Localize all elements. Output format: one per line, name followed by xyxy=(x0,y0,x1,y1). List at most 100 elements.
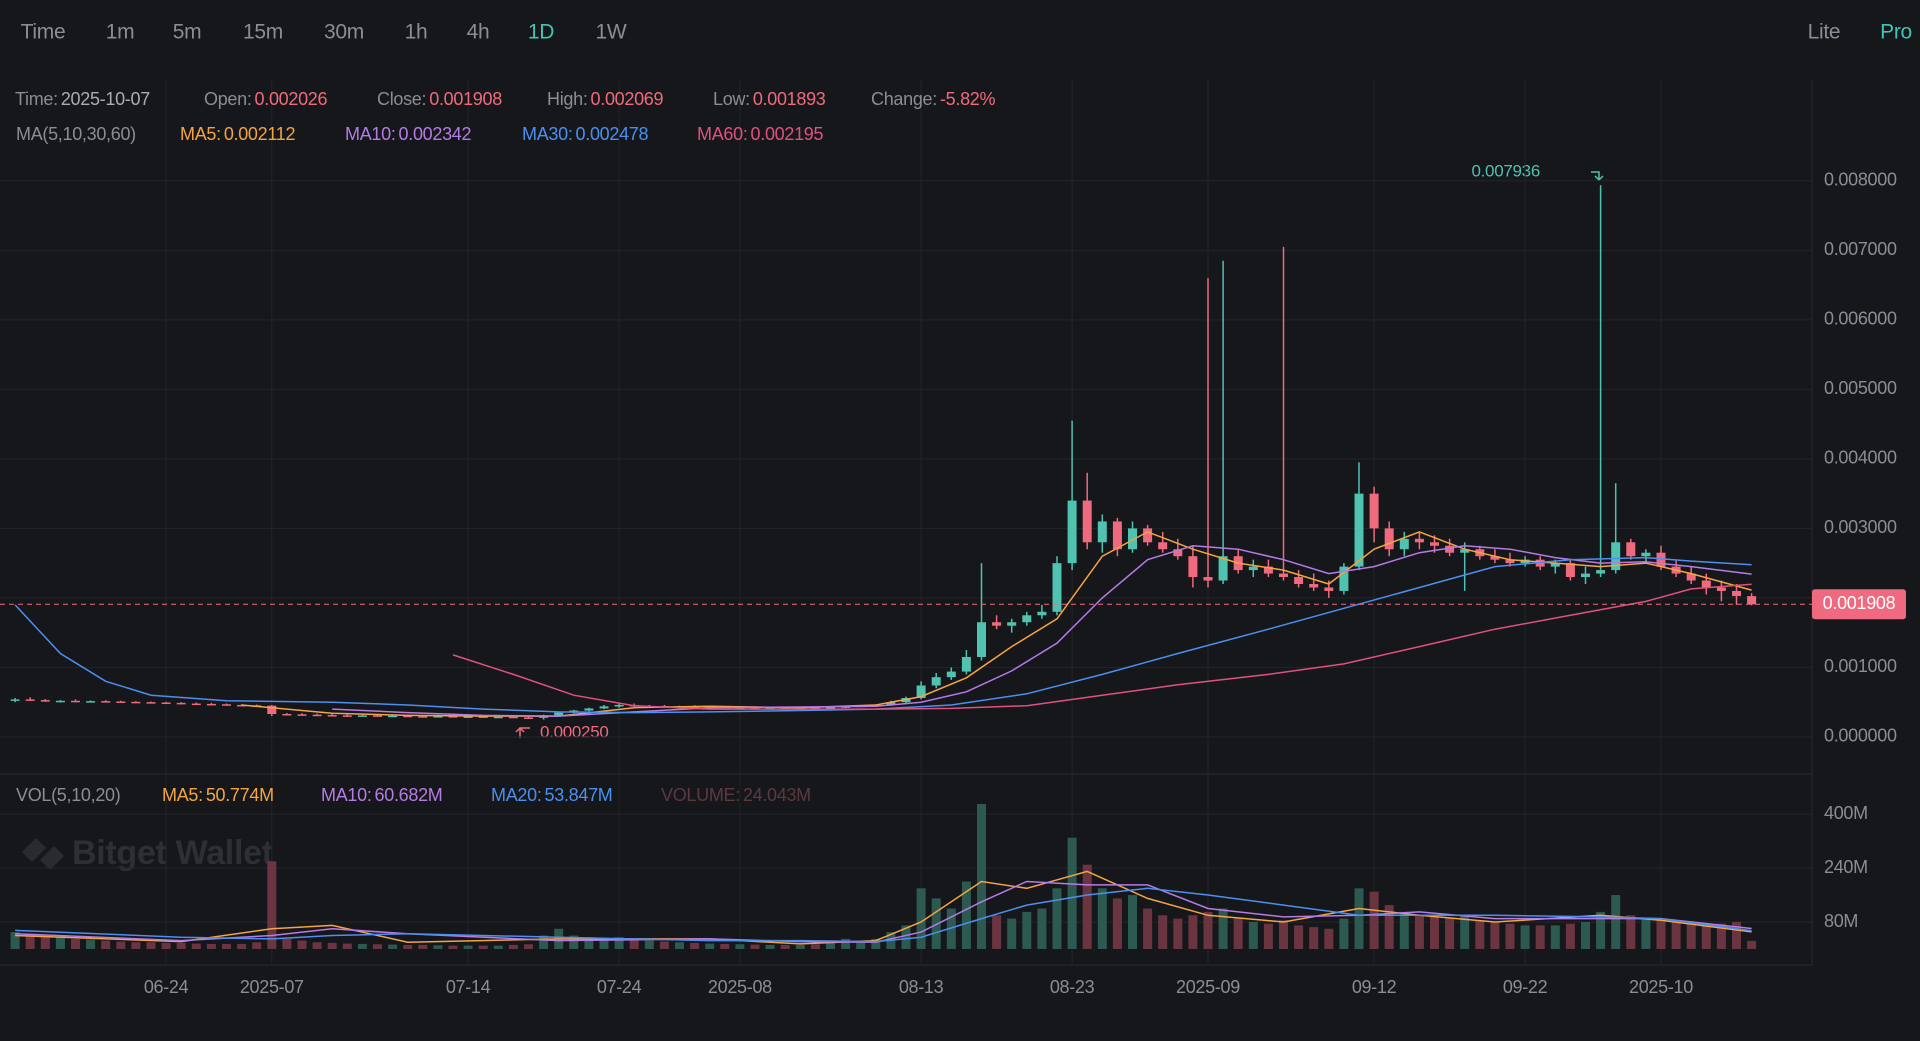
candle-body xyxy=(886,702,896,705)
info-low: Low: 0.001893 xyxy=(713,89,826,109)
candle-body xyxy=(146,702,156,704)
volume-bar xyxy=(1158,915,1168,949)
volume-bar xyxy=(1414,915,1424,949)
volume-bar xyxy=(1475,920,1485,949)
candle-body xyxy=(101,701,111,703)
info-low-label: Low: xyxy=(713,89,750,109)
candle-body xyxy=(1037,611,1047,616)
volume-bar xyxy=(1686,923,1696,949)
ma-legend: MA10: 0.002342 xyxy=(345,124,471,144)
volume-bar xyxy=(1007,918,1017,949)
volume-bar xyxy=(1188,915,1198,949)
x-tick-label: 2025-10 xyxy=(1629,977,1693,997)
candle-body xyxy=(1097,521,1107,543)
vol-info-label: VOLUME: xyxy=(661,785,740,805)
y-tick-label: 0.000000 xyxy=(1824,726,1897,746)
candle-body xyxy=(131,701,141,704)
volume-bar xyxy=(735,944,745,949)
interval-tab[interactable]: 15m xyxy=(243,21,283,44)
annotation: 0.007936 xyxy=(1471,161,1540,180)
candle-body xyxy=(1701,580,1711,588)
y-tick-label: 0.003000 xyxy=(1824,517,1897,537)
candle-body xyxy=(1430,542,1439,546)
volume-bar xyxy=(1641,918,1651,949)
volume-bar xyxy=(146,942,156,949)
volume-bar xyxy=(463,945,473,949)
volume-bar xyxy=(1067,837,1077,949)
volume-bar xyxy=(690,942,700,949)
x-tick-label: 08-13 xyxy=(899,977,944,997)
candle-body xyxy=(1022,615,1032,623)
candle-body xyxy=(1082,500,1092,543)
volume-bar xyxy=(856,942,866,949)
volume-bar xyxy=(1233,918,1243,949)
interval-tab[interactable]: 5m xyxy=(173,21,202,44)
interval-tab[interactable]: 1W xyxy=(596,21,628,44)
candle-body xyxy=(1686,573,1696,581)
candle-body xyxy=(1007,622,1017,626)
volume-bar xyxy=(327,942,337,949)
volume-bar xyxy=(1460,915,1470,949)
volume-bar xyxy=(1082,864,1092,949)
x-tick-label: 09-12 xyxy=(1352,977,1397,997)
vol-ma-legend-value: 53.847M xyxy=(545,785,613,805)
volume-bar xyxy=(1656,920,1666,949)
candle-body xyxy=(1294,577,1304,584)
y-tick-label: 0.007000 xyxy=(1824,239,1897,259)
candle-body xyxy=(10,699,20,701)
volume-bar xyxy=(191,943,201,949)
volume-bar xyxy=(614,937,624,949)
info-open-value: 0.002026 xyxy=(255,89,328,109)
volume-bar xyxy=(1490,922,1500,949)
interval-tab[interactable]: 1h xyxy=(405,21,428,44)
candle-body xyxy=(554,712,564,716)
candle-body xyxy=(55,700,65,703)
volume-bar xyxy=(1626,915,1636,949)
candle-body xyxy=(1143,528,1153,543)
volume-bar xyxy=(569,935,579,949)
y-tick-label: 0.004000 xyxy=(1824,448,1897,468)
mode-tab[interactable]: Pro xyxy=(1880,21,1912,44)
annotation: 0.000250 xyxy=(540,722,609,741)
volume-bar xyxy=(388,944,398,949)
last-price-label: 0.001908 xyxy=(1823,593,1896,613)
interval-tab[interactable]: 1D xyxy=(528,21,555,44)
volume-bar xyxy=(1369,891,1379,949)
vol-ma-legend: MA10: 60.682M xyxy=(321,785,442,805)
interval-tab[interactable]: 4h xyxy=(467,21,490,44)
volume-bar xyxy=(524,944,533,949)
volume-bar xyxy=(1430,916,1439,949)
candle-body xyxy=(25,699,35,701)
volume-bar xyxy=(1399,911,1409,949)
vol-ma-legend: MA20: 53.847M xyxy=(491,785,612,805)
candle-body xyxy=(388,715,398,718)
interval-tab[interactable]: 1m xyxy=(106,21,135,44)
info-change-label: Change: xyxy=(871,89,937,109)
info-low-value: 0.001893 xyxy=(753,89,826,109)
volume-bar xyxy=(493,945,503,949)
candle-body xyxy=(1656,552,1666,567)
ma-legend: MA60: 0.002195 xyxy=(697,124,823,144)
ma-legend-value: 0.002112 xyxy=(224,124,296,144)
annotation-arrow xyxy=(515,727,530,738)
candle-body xyxy=(1490,556,1500,560)
volume-bar xyxy=(1445,918,1455,949)
volume-bar xyxy=(675,942,684,949)
mode-tab[interactable]: Lite xyxy=(1808,21,1841,44)
volume-bar xyxy=(871,938,881,949)
interval-tab[interactable]: 30m xyxy=(324,21,364,44)
y-tick-label: 0.005000 xyxy=(1824,378,1897,398)
ma-title: MA(5,10,30,60) xyxy=(16,124,136,144)
volume-bar xyxy=(977,803,986,949)
ma-line xyxy=(452,583,1752,710)
x-tick-label: 2025-07 xyxy=(240,977,304,997)
x-tick-label: 07-24 xyxy=(597,977,642,997)
candle-body xyxy=(1354,493,1364,567)
candle-body xyxy=(327,715,337,717)
volume-bar xyxy=(55,937,65,949)
candle-body xyxy=(1248,566,1258,571)
volume-bar xyxy=(599,938,609,949)
interval-tab[interactable]: Time xyxy=(21,21,66,44)
volume-bar xyxy=(1022,911,1032,949)
